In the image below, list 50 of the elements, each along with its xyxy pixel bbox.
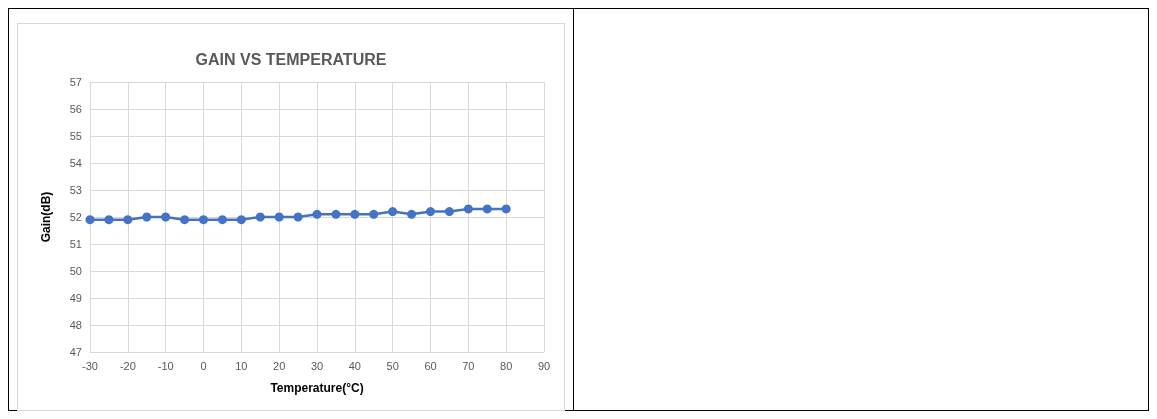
x-tick-label: 30 (310, 359, 324, 372)
x-tick-label: 80 (500, 359, 513, 372)
x-tick-label: 90 (537, 359, 551, 372)
point (426, 207, 435, 217)
point (142, 212, 152, 222)
point (236, 215, 246, 225)
point (274, 212, 284, 222)
x-tick-label: -10 (157, 359, 174, 372)
y-tick-label: 51 (69, 238, 82, 250)
x-tick-label: 40 (348, 359, 361, 372)
y-axis-title: Gain(dB) (39, 191, 53, 243)
x-tick-label: -20 (119, 359, 136, 372)
point (199, 215, 208, 225)
point (463, 204, 473, 214)
y-tick-label: 48 (69, 319, 82, 331)
point (217, 215, 227, 225)
x-tick-label: 0 (200, 359, 207, 372)
x-tick-label: -30 (82, 359, 98, 372)
x-tick-label: 60 (424, 359, 437, 372)
y-tick-label: 57 (69, 76, 82, 88)
y-tick-label: 54 (69, 157, 82, 169)
point (293, 212, 303, 222)
chart-title: GAIN VS TEMPERATURE (195, 50, 387, 68)
y-tick-label: 53 (69, 184, 82, 196)
point (123, 215, 133, 225)
point (407, 209, 417, 219)
point (388, 207, 398, 217)
point (501, 204, 511, 214)
y-tick-label: 55 (69, 130, 82, 142)
y-tick-label: 52 (69, 211, 82, 223)
y-tick-label: 56 (69, 103, 82, 115)
x-tick-label: 70 (462, 359, 475, 372)
point (104, 215, 114, 225)
point (444, 207, 454, 217)
point (350, 209, 360, 219)
y-tick-label: 49 (69, 292, 82, 304)
point (180, 215, 190, 225)
y-tick-label: 47 (69, 346, 82, 358)
point (255, 212, 265, 222)
point (482, 204, 492, 214)
point (312, 209, 322, 219)
y-tick-label: 50 (69, 265, 82, 277)
x-tick-label: 50 (386, 359, 399, 372)
x-tick-label: 20 (273, 359, 286, 372)
point (85, 215, 95, 225)
x-tick-label: 10 (235, 359, 248, 372)
point (331, 209, 341, 219)
x-axis-title: Temperature(°C) (270, 381, 364, 395)
point (161, 212, 171, 222)
point (369, 209, 379, 219)
